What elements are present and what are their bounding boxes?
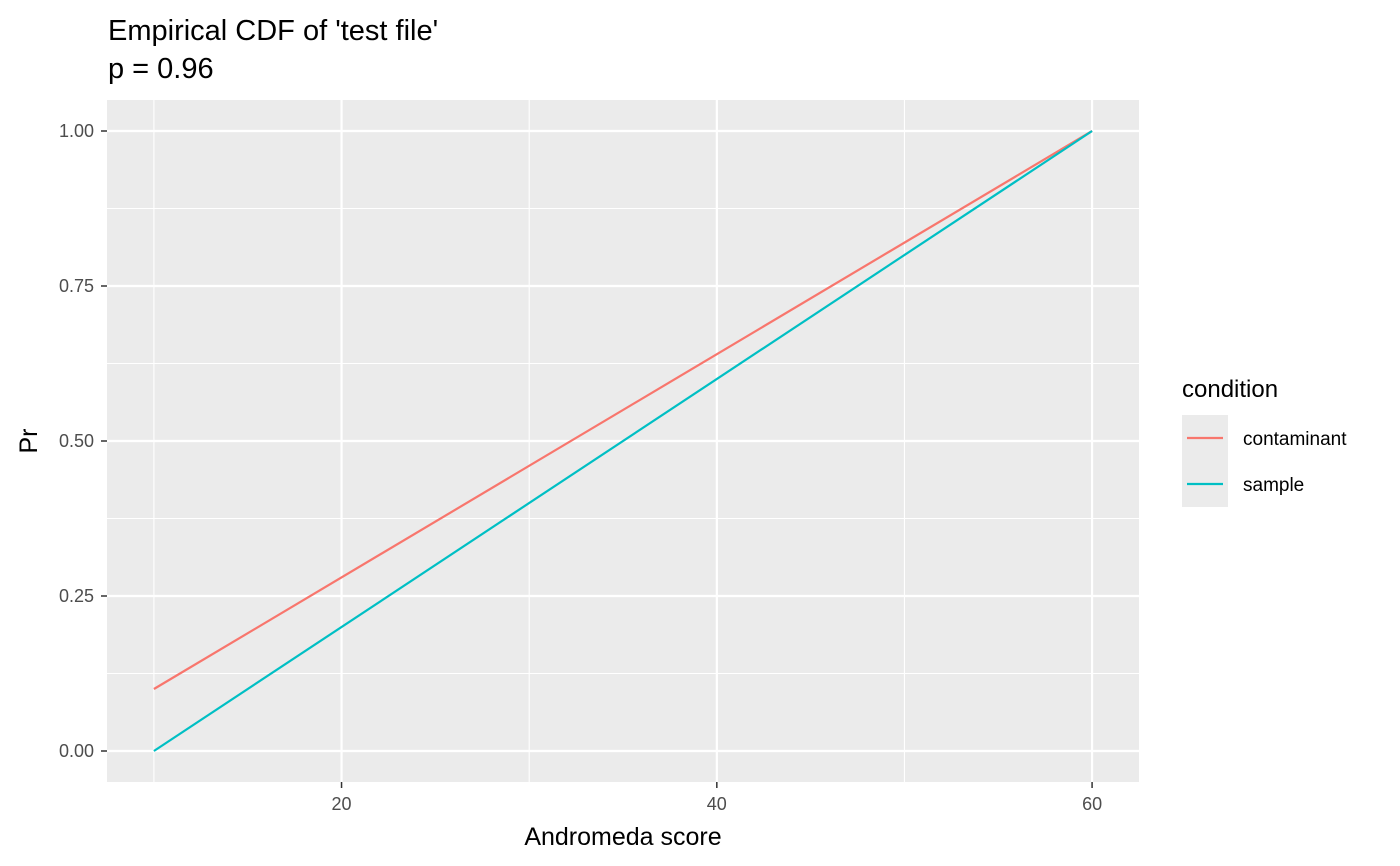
y-tick-label: 0.00 [59, 741, 94, 761]
major-gridlines [107, 100, 1139, 782]
y-tick-label: 1.00 [59, 121, 94, 141]
x-tick-label: 60 [1082, 794, 1102, 814]
legend-items: contaminant sample [1182, 415, 1347, 507]
y-tick-label: 0.50 [59, 431, 94, 451]
legend-title: condition [1182, 376, 1278, 403]
y-axis: 0.00 0.25 0.50 0.75 1.00 [59, 121, 107, 761]
chart-title: Empirical CDF of 'test file' [108, 15, 438, 47]
y-tick-label: 0.25 [59, 586, 94, 606]
y-axis-title: Pr [15, 429, 43, 454]
x-tick-label: 20 [332, 794, 352, 814]
y-tick-label: 0.75 [59, 276, 94, 296]
legend-label-contaminant: contaminant [1243, 429, 1347, 450]
series-line-contaminant [153, 130, 1093, 690]
x-axis-title: Andromeda score [524, 823, 721, 851]
x-tick-label: 40 [707, 794, 727, 814]
chart-subtitle: p = 0.96 [108, 53, 214, 85]
x-axis: 20 40 60 [332, 782, 1102, 814]
legend: condition contaminant sample [1182, 376, 1347, 507]
legend-label-sample: sample [1243, 475, 1304, 496]
series-line-sample [153, 130, 1093, 752]
series-lines [153, 130, 1093, 752]
